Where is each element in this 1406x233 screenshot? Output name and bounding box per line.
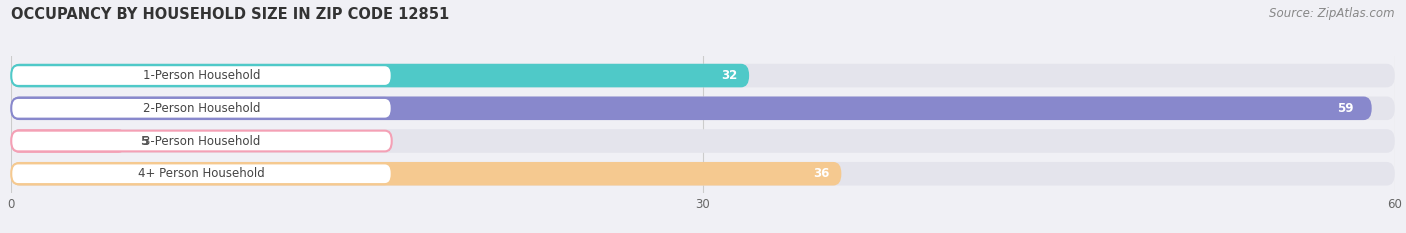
Text: 4+ Person Household: 4+ Person Household — [138, 167, 264, 180]
Text: Source: ZipAtlas.com: Source: ZipAtlas.com — [1270, 7, 1395, 20]
FancyBboxPatch shape — [11, 131, 392, 151]
Text: 3-Person Household: 3-Person Household — [143, 134, 260, 147]
FancyBboxPatch shape — [11, 129, 127, 153]
FancyBboxPatch shape — [11, 64, 749, 87]
FancyBboxPatch shape — [11, 96, 1395, 120]
Text: 1-Person Household: 1-Person Household — [143, 69, 260, 82]
FancyBboxPatch shape — [11, 65, 392, 86]
Text: OCCUPANCY BY HOUSEHOLD SIZE IN ZIP CODE 12851: OCCUPANCY BY HOUSEHOLD SIZE IN ZIP CODE … — [11, 7, 450, 22]
Text: 2-Person Household: 2-Person Household — [143, 102, 260, 115]
FancyBboxPatch shape — [11, 163, 392, 184]
FancyBboxPatch shape — [11, 98, 392, 119]
FancyBboxPatch shape — [11, 64, 1395, 87]
FancyBboxPatch shape — [11, 96, 1372, 120]
Text: 32: 32 — [721, 69, 738, 82]
FancyBboxPatch shape — [11, 129, 1395, 153]
Text: 5: 5 — [141, 134, 149, 147]
Text: 36: 36 — [814, 167, 830, 180]
FancyBboxPatch shape — [11, 162, 1395, 185]
Text: 59: 59 — [1337, 102, 1353, 115]
FancyBboxPatch shape — [11, 162, 841, 185]
